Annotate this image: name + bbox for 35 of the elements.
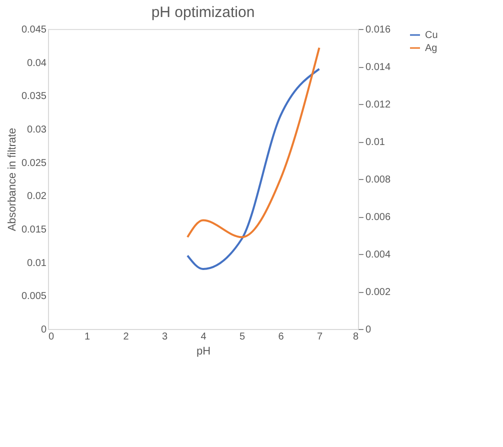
x-tick-label: 3 (162, 332, 168, 342)
legend-label: Ag (425, 43, 438, 54)
y-tick-label: 0.045 (21, 24, 47, 36)
y2-tick-label: 0.008 (366, 174, 391, 186)
x-tick-label: 7 (316, 332, 323, 342)
y2-tick-label: 0.004 (366, 250, 391, 260)
x-tick-label: 2 (123, 332, 130, 342)
y-axis-title: Absorbance in filtrate (6, 128, 18, 232)
y-tick-label: 0.01 (27, 258, 47, 269)
x-tick-label: 5 (239, 332, 246, 342)
y-tick-label: 0.005 (21, 291, 47, 302)
y-tick-label: 0.015 (21, 224, 47, 236)
chart-title: pH optimization (151, 4, 255, 21)
y-tick-label: 0.04 (27, 58, 47, 69)
line-series (186, 46, 320, 238)
y2-tick-label: 0 (366, 324, 372, 336)
x-tick-label: 8 (352, 332, 359, 342)
legend-label: Cu (425, 30, 438, 41)
y2-tick-label: 0.014 (366, 62, 391, 73)
y-tick-label: 0.035 (21, 91, 47, 102)
y2-tick-label: 0.006 (366, 212, 391, 223)
y2-tick-label: 0.016 (366, 24, 391, 36)
line-series (186, 68, 320, 270)
y-tick-label: 0.025 (21, 158, 47, 169)
y-tick-label: 0 (40, 324, 47, 336)
y-tick-label: 0.03 (27, 124, 47, 136)
x-tick-label: 4 (200, 332, 207, 342)
y2-tick-label: 0.01 (366, 137, 386, 148)
x-tick-label: 1 (84, 332, 90, 342)
x-tick-label: 0 (48, 332, 54, 342)
y-tick-label: 0.02 (27, 191, 47, 202)
x-axis-title: pH (196, 346, 211, 358)
y2-tick-label: 0.002 (366, 287, 391, 298)
x-tick-label: 6 (278, 332, 284, 342)
y2-tick-label: 0.012 (366, 100, 391, 110)
